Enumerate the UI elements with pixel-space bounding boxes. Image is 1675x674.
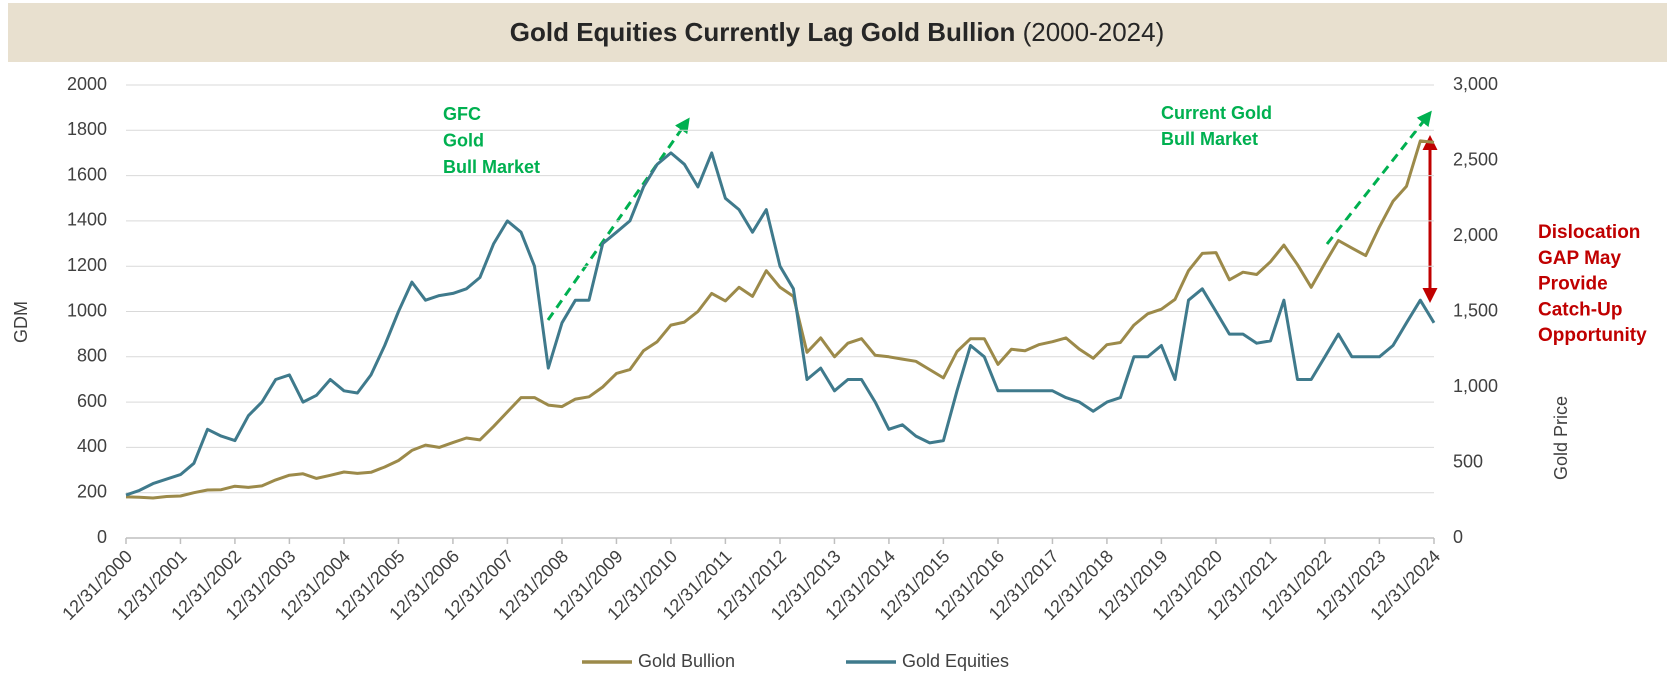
y-tick-label: 400 <box>77 436 107 456</box>
y-tick-label: 0 <box>97 527 107 547</box>
legend-label: Gold Equities <box>902 651 1009 671</box>
y-tick-label: 200 <box>77 481 107 501</box>
y2-tick-label: 1,500 <box>1453 300 1498 320</box>
annotation: Provide <box>1538 274 1608 295</box>
y2-tick-label: 2,000 <box>1453 225 1498 245</box>
title-period: (2000-2024) <box>1023 17 1165 47</box>
y-tick-label: 1200 <box>67 255 107 275</box>
annotation: Dislocation <box>1538 222 1640 243</box>
y-axis-label: GDM <box>11 301 31 343</box>
y-tick-label: 800 <box>77 346 107 366</box>
annotation: Opportunity <box>1538 325 1647 346</box>
series-line <box>125 151 1436 497</box>
y-tick-label: 600 <box>77 391 107 411</box>
y-tick-label: 1600 <box>67 164 107 184</box>
y2-tick-label: 3,000 <box>1453 74 1498 94</box>
trend-arrow <box>1325 110 1432 245</box>
annotation: GFC <box>443 104 481 124</box>
annotation: Catch-Up <box>1538 299 1622 320</box>
title-band <box>8 3 1667 62</box>
legend-label: Gold Bullion <box>638 651 735 671</box>
y-tick-label: 1800 <box>67 119 107 139</box>
y-tick-label: 1400 <box>67 210 107 230</box>
y-tick-label: 1000 <box>67 300 107 320</box>
annotation: Current Gold <box>1161 103 1272 123</box>
y2-axis-label: Gold Price <box>1551 396 1571 480</box>
y2-tick-label: 500 <box>1453 451 1483 471</box>
annotation: GAP May <box>1538 248 1622 269</box>
annotation: Gold <box>443 130 484 150</box>
y2-tick-label: 0 <box>1453 527 1463 547</box>
annotation: Bull Market <box>1161 129 1258 149</box>
title-main: Gold Equities Currently Lag Gold Bullion <box>510 17 1016 47</box>
chart-title: Gold Equities Currently Lag Gold Bullion… <box>510 17 1164 47</box>
y-tick-label: 2000 <box>67 74 107 94</box>
y2-tick-label: 2,500 <box>1453 149 1498 169</box>
y2-tick-label: 1,000 <box>1453 376 1498 396</box>
trend-arrow <box>546 117 690 321</box>
annotation: Bull Market <box>443 157 540 177</box>
series-line <box>125 139 1435 500</box>
